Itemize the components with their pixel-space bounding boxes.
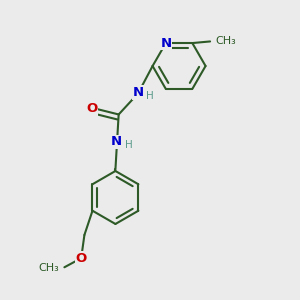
Text: O: O <box>86 102 97 115</box>
Text: N: N <box>111 135 122 148</box>
Text: H: H <box>125 140 133 149</box>
Text: H: H <box>146 91 154 101</box>
Text: N: N <box>160 37 171 50</box>
Text: O: O <box>76 252 87 265</box>
Text: CH₃: CH₃ <box>39 263 59 273</box>
Text: N: N <box>133 86 144 99</box>
Text: CH₃: CH₃ <box>215 36 236 46</box>
